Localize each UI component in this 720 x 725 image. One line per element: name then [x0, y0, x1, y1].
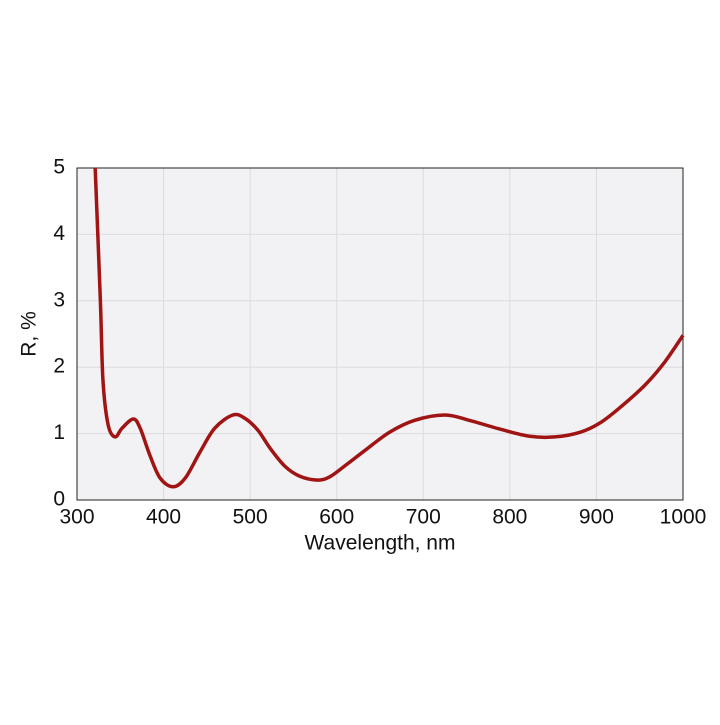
plot-frame — [76, 167, 684, 501]
x-tick-label: 1000 — [660, 506, 707, 529]
x-tick-label: 700 — [406, 506, 441, 529]
x-tick-label: 900 — [579, 506, 614, 529]
x-axis-label: Wavelength, nm — [305, 532, 456, 555]
y-axis-label: R, % — [18, 311, 41, 357]
data-line — [93, 167, 685, 489]
y-tick-label: 1 — [53, 421, 65, 444]
x-tick-label: 500 — [233, 506, 268, 529]
y-tick-label: 4 — [53, 222, 65, 245]
y-tick-label: 3 — [53, 288, 65, 311]
x-tick-label: 300 — [59, 506, 94, 529]
plot-area — [77, 168, 683, 500]
x-tick-label: 800 — [492, 506, 527, 529]
x-tick-label: 400 — [146, 506, 181, 529]
y-tick-label: 0 — [53, 488, 65, 511]
y-tick-label: 2 — [53, 355, 65, 378]
x-tick-label: 600 — [319, 506, 354, 529]
y-tick-label: 5 — [53, 156, 65, 179]
